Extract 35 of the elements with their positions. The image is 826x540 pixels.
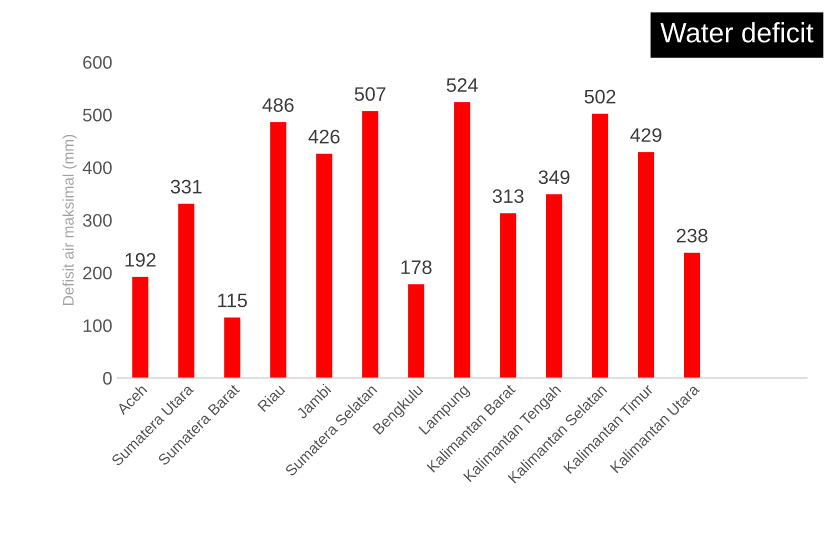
data-label: 524 [446, 78, 478, 92]
y-tick-label: 100 [84, 319, 112, 332]
data-label: 313 [492, 189, 524, 204]
bar [500, 213, 516, 378]
y-tick-label: 0 [103, 372, 112, 385]
bar [546, 194, 562, 378]
bar [316, 154, 332, 378]
bar [638, 152, 654, 378]
bar [178, 204, 194, 378]
data-label: 238 [676, 228, 708, 243]
y-axis-title: Defisit air maksimal (mm) [62, 134, 77, 305]
y-tick-label: 600 [83, 56, 112, 69]
bar [362, 111, 378, 378]
bar [592, 114, 608, 378]
bar [270, 122, 286, 378]
data-label: 486 [262, 98, 294, 112]
bar [684, 252, 700, 378]
y-tick-label: 500 [83, 108, 112, 122]
data-label: 331 [170, 180, 202, 194]
bar [454, 102, 470, 378]
data-label: 349 [538, 170, 570, 184]
bar [224, 317, 240, 378]
y-tick-label: 300 [83, 214, 112, 227]
data-label: 502 [584, 90, 616, 104]
data-label: 178 [401, 260, 432, 274]
data-label: 429 [630, 128, 662, 142]
data-label: 507 [354, 87, 386, 101]
bar [408, 284, 424, 378]
chart-title: Water deficit [660, 22, 814, 43]
data-label: 426 [308, 130, 340, 144]
data-label: 192 [126, 252, 156, 267]
data-label: 115 [218, 294, 247, 308]
y-tick-label: 200 [83, 266, 112, 280]
bar [132, 276, 148, 378]
y-tick-label: 400 [82, 161, 112, 174]
